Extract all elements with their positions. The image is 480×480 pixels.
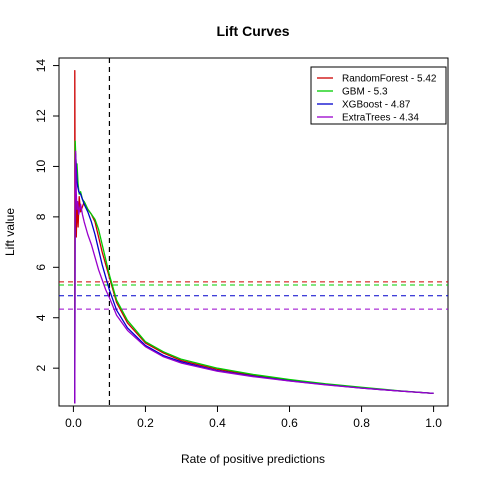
chart-title: Lift Curves [216, 23, 289, 39]
y-tick-label: 10 [34, 159, 48, 173]
reference-lift-lines [59, 281, 448, 310]
x-tick-label: 0.0 [65, 416, 82, 430]
legend-label: XGBoost - 4.87 [342, 100, 411, 111]
y-tick-label: 2 [34, 365, 48, 372]
x-axis: 0.0 0.2 0.4 0.6 0.8 1.0 [65, 405, 442, 430]
y-axis: 2 4 6 8 10 12 14 [34, 59, 60, 372]
series-line [74, 140, 434, 395]
x-tick-label: 1.0 [425, 416, 442, 430]
y-tick-label: 14 [34, 59, 48, 73]
legend: RandomForest - 5.42 GBM - 5.3 XGBoost - 4.… [310, 66, 447, 125]
series-lines [74, 69, 434, 404]
legend-label: ExtraTrees - 4.34 [342, 113, 419, 124]
x-tick-label: 0.4 [209, 416, 226, 430]
series-line [74, 150, 434, 404]
y-tick-label: 6 [34, 264, 48, 271]
legend-box [310, 66, 447, 125]
x-axis-label: Rate of positive predictions [181, 452, 325, 466]
x-tick-label: 0.2 [137, 416, 154, 430]
y-tick-label: 8 [34, 213, 48, 220]
legend-label: RandomForest - 5.42 [342, 74, 437, 85]
y-tick-label: 12 [34, 109, 48, 123]
x-tick-label: 0.8 [353, 416, 370, 430]
x-tick-label: 0.6 [281, 416, 298, 430]
y-tick-label: 4 [34, 314, 48, 321]
y-axis-label: Lift value [3, 208, 17, 256]
series-line [74, 153, 434, 404]
legend-label: GBM - 5.3 [342, 87, 388, 98]
